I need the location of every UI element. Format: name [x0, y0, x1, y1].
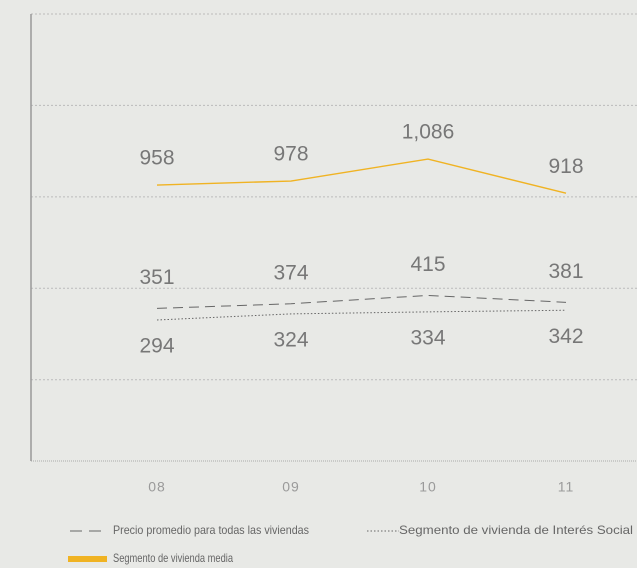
data-label: 918 — [548, 155, 583, 178]
data-label: 351 — [139, 266, 174, 289]
data-label: 342 — [548, 325, 583, 348]
legend-label: Segmento de vivienda de Interés Social — [399, 523, 633, 537]
data-label: 324 — [273, 328, 308, 351]
data-label: 415 — [410, 253, 445, 276]
legend-label: Precio promedio para todas las viviendas — [113, 523, 309, 537]
legend-label: Segmento de vivienda media — [113, 551, 233, 565]
x-tick-label: 10 — [419, 479, 437, 495]
x-tick-label: 08 — [148, 479, 166, 495]
legend-swatch — [68, 556, 107, 562]
x-tick-label: 11 — [558, 479, 575, 495]
series-line — [156, 294, 567, 309]
data-label: 294 — [139, 335, 174, 358]
data-label: 1,086 — [402, 121, 455, 144]
data-label: 958 — [139, 147, 174, 170]
series-line — [156, 309, 567, 321]
data-label: 978 — [273, 143, 308, 166]
data-label: 374 — [273, 261, 308, 284]
series-line — [156, 158, 567, 194]
data-label: 334 — [410, 326, 445, 349]
x-tick-label: 09 — [282, 479, 300, 495]
data-label: 381 — [548, 260, 583, 283]
